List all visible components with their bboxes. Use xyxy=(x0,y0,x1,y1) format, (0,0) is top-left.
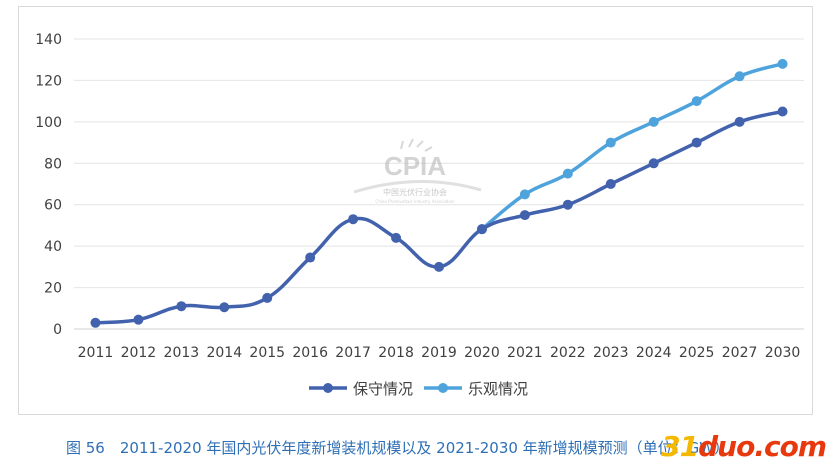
data-point-0-2018 xyxy=(391,232,402,243)
data-point-0-2020 xyxy=(476,224,487,235)
y-tick-label: 80 xyxy=(44,156,62,172)
data-point-1-2024 xyxy=(648,116,659,127)
watermark-org-cn: 中国光伏行业协会 xyxy=(383,187,447,197)
data-point-0-2016 xyxy=(305,252,316,263)
y-axis-ticks: 0 20 40 60 80 100 120 140 xyxy=(35,32,62,338)
data-point-0-2017 xyxy=(348,214,359,225)
legend-marker-1 xyxy=(438,383,448,393)
grid-lines xyxy=(74,38,804,330)
data-point-1-2023 xyxy=(605,137,616,148)
watermark-logo: CPIA xyxy=(384,151,446,181)
cpia-watermark: CPIA 中国光伏行业协会 China Photovoltaic Industr… xyxy=(353,138,482,204)
x-tick-label: 2018 xyxy=(378,345,414,361)
y-tick-label: 40 xyxy=(44,239,62,255)
y-tick-label: 0 xyxy=(53,322,62,338)
data-point-0-2014 xyxy=(219,302,230,313)
data-point-0-2027 xyxy=(734,116,745,127)
data-point-0-2019 xyxy=(434,261,444,272)
watermark-org-en: China Photovoltaic Industry Association xyxy=(375,199,455,204)
data-point-0-2021 xyxy=(519,210,530,221)
legend-label-1: 乐观情况 xyxy=(468,380,528,398)
x-tick-label: 2020 xyxy=(464,345,500,361)
data-point-1-2022 xyxy=(562,168,573,179)
x-tick-label: 2013 xyxy=(164,345,200,361)
y-tick-label: 120 xyxy=(35,73,62,89)
data-point-1-2021 xyxy=(519,189,530,200)
x-tick-label: 2023 xyxy=(593,345,629,361)
figure-caption: 图 56 2011-2020 年国内光伏年度新增装机规模以及 2021-2030… xyxy=(66,439,730,457)
legend-marker-0 xyxy=(323,383,333,393)
x-tick-label: 2014 xyxy=(206,345,242,361)
data-point-0-2024 xyxy=(648,158,659,169)
data-point-0-2023 xyxy=(605,179,616,189)
series-line-0 xyxy=(93,109,785,325)
site-watermark: 31duo.com xyxy=(661,430,827,463)
site-mark-part1: 31 xyxy=(661,430,699,463)
x-tick-label: 2024 xyxy=(636,345,672,361)
data-point-0-2022 xyxy=(562,199,573,210)
data-point-1-2025 xyxy=(691,96,702,107)
series-points xyxy=(90,58,788,328)
data-point-0-2015 xyxy=(262,292,273,303)
x-tick-label: 2025 xyxy=(679,345,715,361)
data-point-0-2013 xyxy=(176,301,187,312)
site-mark-part2: duo.com xyxy=(698,430,827,463)
y-tick-label: 60 xyxy=(44,198,62,214)
legend-label-0: 保守情况 xyxy=(353,380,413,398)
watermark-swoosh xyxy=(353,180,482,194)
x-axis-ticks: 2011 2012 2013 2014 2015 2016 2017 2018 2019 2020… xyxy=(78,345,801,361)
y-tick-label: 140 xyxy=(35,32,62,48)
x-tick-label: 2012 xyxy=(121,345,157,361)
legend: 保守情况 乐观情况 xyxy=(309,380,528,398)
data-point-0-2030 xyxy=(777,106,788,117)
data-point-1-2030 xyxy=(777,58,788,69)
y-tick-label: 20 xyxy=(44,281,62,297)
x-tick-label: 2030 xyxy=(765,345,801,361)
x-tick-label: 2016 xyxy=(292,345,328,361)
watermark-sun-rays xyxy=(400,138,433,152)
data-point-1-2027 xyxy=(734,71,745,82)
y-tick-label: 100 xyxy=(35,115,62,131)
chart-frame: 0 20 40 60 80 100 120 140 2011 2012 2013 2014 2015 2… xyxy=(18,6,813,415)
x-tick-label: 2021 xyxy=(507,345,543,361)
data-point-0-2025 xyxy=(691,137,702,148)
x-tick-label: 2022 xyxy=(550,345,586,361)
data-point-0-2011 xyxy=(90,317,101,328)
x-tick-label: 2017 xyxy=(335,345,371,361)
x-tick-label: 2019 xyxy=(421,345,457,361)
x-tick-label: 2011 xyxy=(78,345,114,361)
x-tick-label: 2027 xyxy=(722,345,758,361)
x-tick-label: 2015 xyxy=(249,345,285,361)
data-point-0-2012 xyxy=(133,314,144,325)
